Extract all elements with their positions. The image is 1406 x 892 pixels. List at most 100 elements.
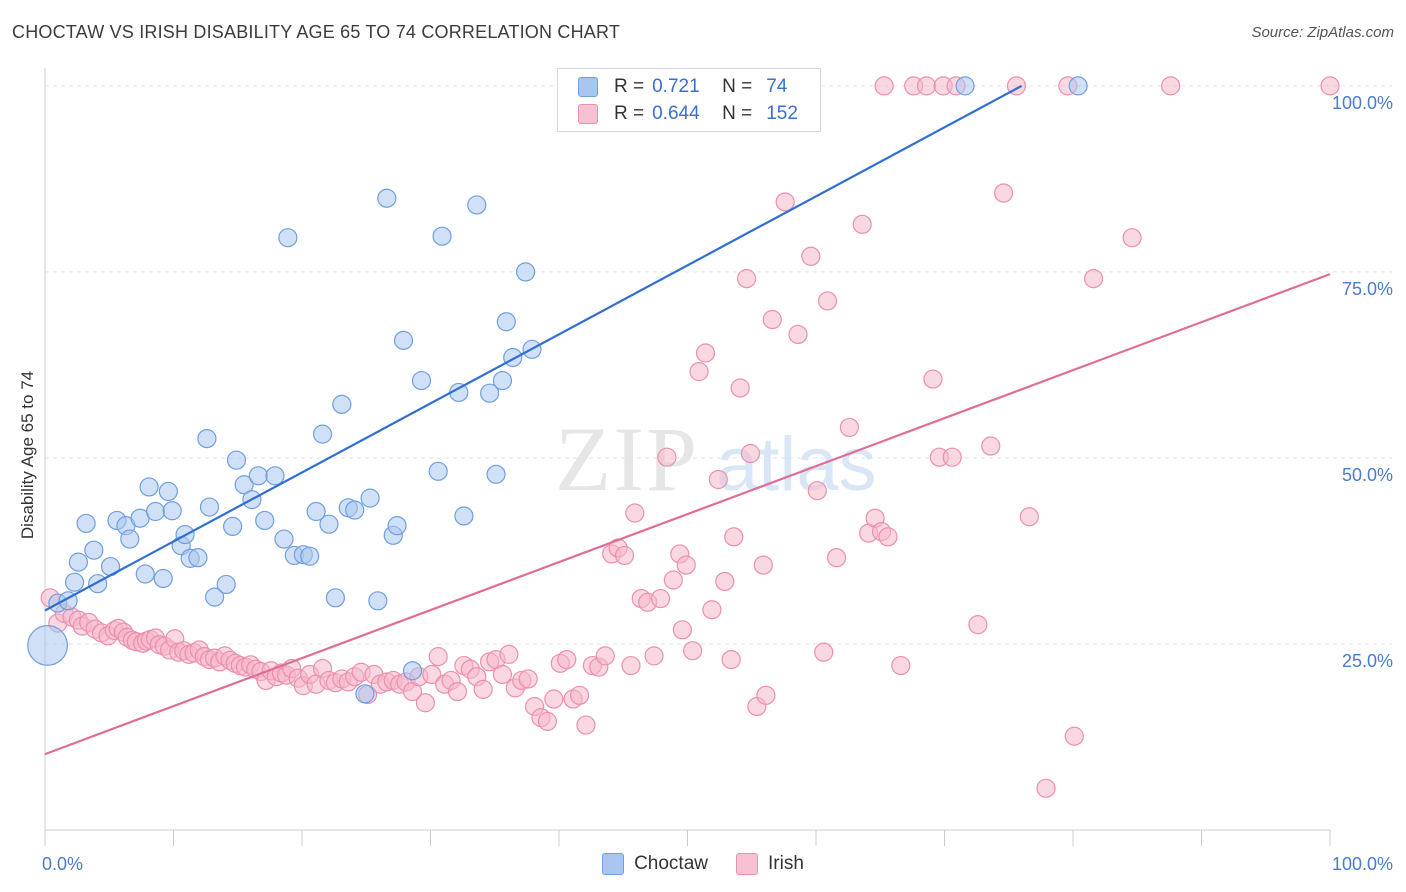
choctaw-point xyxy=(135,564,155,584)
irish-point xyxy=(537,711,558,731)
y-tick-label: 75.0% xyxy=(1342,279,1393,299)
irish-point xyxy=(891,655,911,676)
irish-point xyxy=(415,693,435,713)
legend: R = 0.721 N = 74 R = 0.644 N = 152 xyxy=(557,68,821,132)
choctaw-point xyxy=(158,481,178,502)
choctaw-point xyxy=(368,591,388,611)
tick-labels: 25.0% 50.0% 75.0% 100.0% 0.0% 100.0% xyxy=(42,93,1393,874)
choctaw-point xyxy=(486,464,506,484)
irish-point xyxy=(569,685,590,705)
choctaw-point xyxy=(120,529,140,549)
legend-r-label: R = xyxy=(614,76,645,97)
irish-point xyxy=(852,214,872,234)
choctaw-point xyxy=(223,516,243,537)
irish-point xyxy=(644,646,664,666)
irish-point xyxy=(428,647,448,667)
choctaw-point xyxy=(153,568,173,589)
irish-point xyxy=(492,664,513,685)
irish-point xyxy=(721,649,741,670)
irish-point xyxy=(422,664,442,685)
choctaw-point xyxy=(467,195,487,215)
irish-point xyxy=(595,646,615,666)
choctaw-point xyxy=(139,477,159,497)
choctaw-point xyxy=(88,574,108,594)
choctaw-point xyxy=(428,461,448,481)
irish-point xyxy=(663,570,683,590)
choctaw-point xyxy=(205,587,225,607)
choctaw-point xyxy=(496,312,516,332)
choctaw-point xyxy=(306,501,326,522)
y-tick-label: 100.0% xyxy=(1332,93,1393,113)
irish-point xyxy=(826,548,847,568)
irish-point xyxy=(499,644,519,664)
x-tick-label-max: 100.0% xyxy=(1332,854,1393,874)
choctaw-point xyxy=(480,383,500,403)
irish-point xyxy=(942,447,962,467)
irish-point xyxy=(676,555,696,575)
legend-r-value-irish: 0.644 xyxy=(652,103,700,124)
irish-point xyxy=(878,527,898,547)
legend-n-label: N = xyxy=(722,103,753,124)
irish-point xyxy=(968,615,988,635)
choctaw-point xyxy=(332,394,352,414)
irish-point xyxy=(1083,269,1104,289)
irish-point xyxy=(740,443,761,464)
irish-point xyxy=(1019,507,1039,527)
irish-point xyxy=(775,192,795,212)
choctaw-point xyxy=(197,428,217,449)
series-legend: Choctaw Irish xyxy=(0,852,1406,876)
choctaw-point xyxy=(387,516,407,536)
choctaw-point xyxy=(162,501,182,521)
choctaw-point xyxy=(226,450,247,470)
irish-points xyxy=(40,76,1340,798)
irish-point xyxy=(839,417,860,438)
legend-swatch-irish xyxy=(578,104,598,124)
choctaw-point xyxy=(265,466,285,486)
irish-point xyxy=(1122,228,1142,248)
irish-point xyxy=(1064,726,1084,746)
choctaw-point xyxy=(199,497,220,517)
irish-point xyxy=(981,436,1001,456)
trendlines xyxy=(44,84,1331,756)
irish-trendline xyxy=(44,273,1331,756)
irish-point xyxy=(557,649,577,670)
choctaw-point xyxy=(84,540,104,560)
choctaw-point xyxy=(255,510,275,531)
choctaw-point xyxy=(64,572,85,592)
irish-point xyxy=(737,269,757,289)
irish-point xyxy=(625,503,645,523)
choctaw-point xyxy=(360,488,380,508)
chart-title: CHOCTAW VS IRISH DISABILITY AGE 65 TO 74… xyxy=(12,22,621,42)
choctaw-point xyxy=(68,552,89,572)
series-swatch-irish xyxy=(736,853,758,875)
choctaw-point xyxy=(454,506,474,526)
choctaw-point xyxy=(492,370,513,391)
irish-point xyxy=(702,600,722,620)
legend-row-irish: R = 0.644 N = 152 xyxy=(578,101,798,127)
legend-n-label: N = xyxy=(722,76,753,97)
irish-point xyxy=(473,679,493,699)
choctaw-point xyxy=(27,625,68,666)
irish-point xyxy=(916,76,937,96)
irish-point xyxy=(683,641,703,661)
gridlines xyxy=(45,85,1392,645)
choctaw-point xyxy=(274,529,294,549)
irish-point xyxy=(801,246,821,266)
irish-point xyxy=(650,588,671,609)
y-tick-label: 50.0% xyxy=(1342,465,1393,485)
irish-point xyxy=(447,681,468,702)
choctaw-point xyxy=(345,500,365,520)
choctaw-point xyxy=(1068,76,1088,96)
irish-point xyxy=(576,715,596,735)
irish-point xyxy=(817,291,838,311)
irish-point xyxy=(807,481,827,501)
choctaw-point xyxy=(432,226,452,246)
legend-n-value-irish: 152 xyxy=(766,103,798,124)
choctaw-trendline xyxy=(44,84,1023,612)
choctaw-point xyxy=(325,588,346,608)
choctaw-point xyxy=(216,574,236,595)
irish-point xyxy=(730,378,750,398)
irish-point xyxy=(1161,76,1181,96)
choctaw-point xyxy=(955,76,975,96)
